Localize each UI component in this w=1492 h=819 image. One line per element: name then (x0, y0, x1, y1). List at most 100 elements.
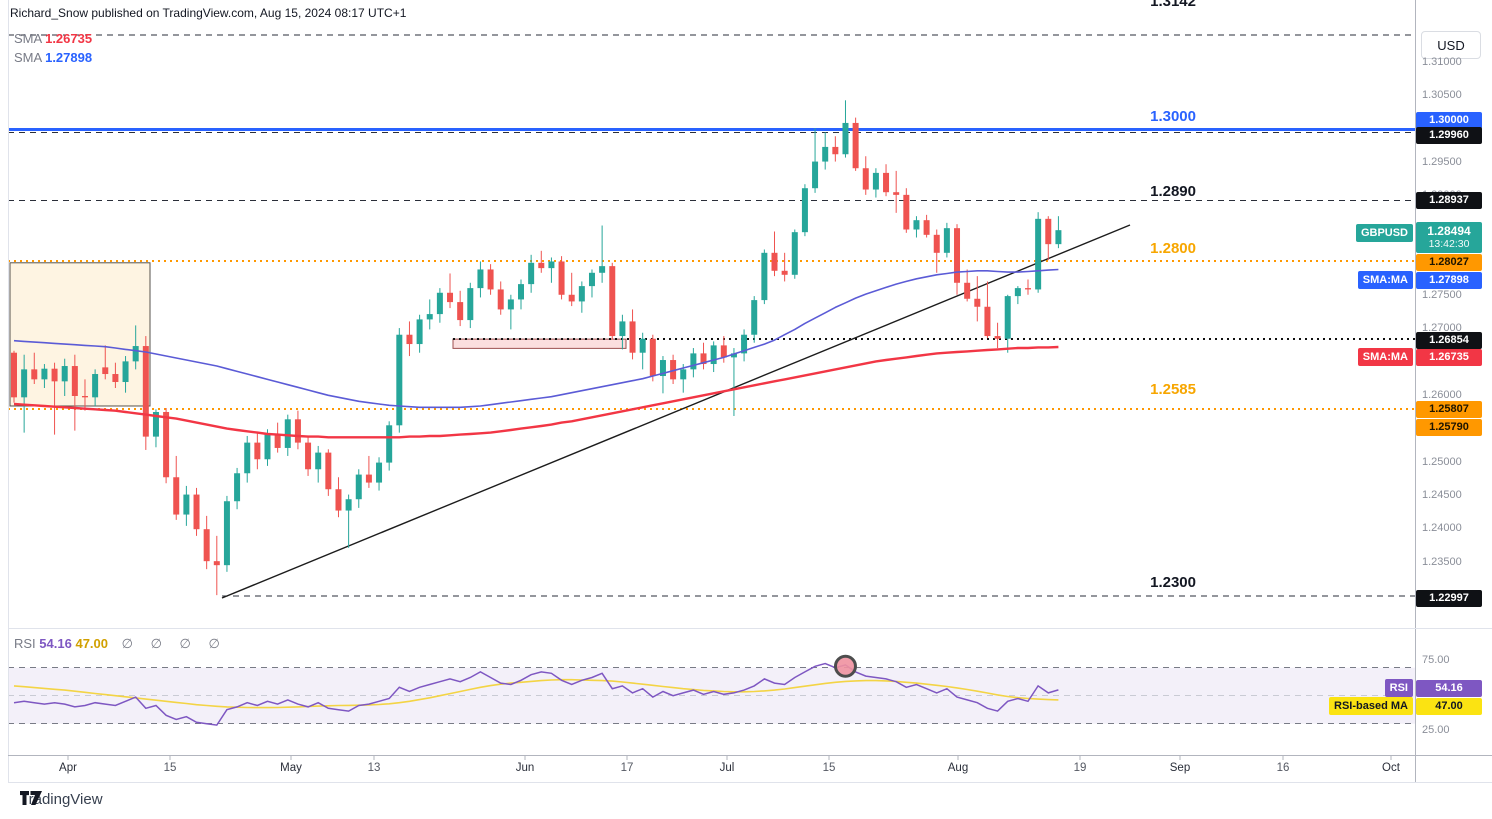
candle-body (720, 345, 727, 358)
rsi-ma-line (13, 678, 1059, 709)
price-level-label-1.2800: 1.2800 (1150, 240, 1196, 257)
sma-red-value: 1.26735 (45, 31, 93, 46)
currency-toggle-button[interactable]: USD (1421, 31, 1481, 59)
candle-body (680, 369, 687, 380)
price-axis-badge: 1.26854 (1416, 331, 1482, 349)
price-axis-badge: 1.22997 (1416, 589, 1482, 607)
price-axis-badge: 1.27898 (1416, 271, 1482, 289)
candle-body (528, 262, 535, 285)
candle-body (193, 494, 200, 530)
candle-body (862, 168, 869, 190)
sma-legend-row-1[interactable]: SMA 1.26735 (14, 31, 92, 46)
candle-body (538, 262, 545, 269)
candle-body (609, 266, 616, 337)
candle-body (710, 345, 717, 365)
price-level-label-1.3142: 1.3142 (1150, 0, 1196, 10)
candle-body (112, 374, 119, 383)
price-axis-label: 1.31000 (1422, 56, 1462, 68)
candle-body (1045, 218, 1052, 245)
candle-body (31, 369, 38, 380)
series-label-badge-sma-ma: SMA:MA (1357, 271, 1413, 289)
candle-body (578, 286, 585, 302)
last-price: 1.28494 (1427, 224, 1471, 238)
footer-border (8, 782, 1492, 783)
candle-body (913, 220, 920, 230)
candle-body (903, 194, 910, 230)
candle-body (822, 146, 829, 162)
price-axis[interactable]: USD 1.310001.305001.300001.295001.290001… (1416, 0, 1492, 782)
candle-body (487, 269, 494, 290)
candle-body (152, 411, 159, 437)
price-level-label-1.3000: 1.3000 (1150, 108, 1196, 125)
candle-body (497, 289, 504, 310)
time-axis-border (8, 755, 1492, 756)
candle-body (933, 234, 940, 253)
candle-body (568, 294, 575, 302)
candle-body (284, 419, 291, 448)
candle-body (507, 299, 514, 310)
candle-body (264, 434, 271, 460)
price-level-label-1.2890: 1.2890 (1150, 183, 1196, 200)
candle-body (518, 284, 524, 300)
candle-body (234, 473, 241, 502)
candle-body (639, 338, 646, 353)
price-axis-badge: 1.29960 (1416, 126, 1482, 144)
candle-body (1035, 218, 1042, 290)
candle-body (41, 368, 48, 380)
time-axis-label-15: 15 (822, 762, 836, 774)
candle-body (61, 366, 68, 382)
rsi-label: RSI (14, 636, 36, 651)
candle-body (406, 334, 413, 345)
price-axis-label: 1.24000 (1422, 522, 1462, 535)
candle-body (852, 122, 859, 169)
candle-body (599, 266, 606, 273)
sma-label: SMA (14, 31, 42, 46)
time-axis-label-13: 13 (367, 762, 381, 774)
rsi-highlight-circle (833, 654, 857, 678)
trendline (221, 224, 1131, 599)
rsi-line (13, 662, 1059, 726)
price-axis-label: 1.23500 (1422, 555, 1462, 568)
sma-legend-row-2[interactable]: SMA 1.27898 (14, 50, 92, 65)
price-axis-label: 1.25000 (1422, 455, 1462, 468)
tradingview-logo[interactable]: TradingView (20, 791, 103, 808)
candle-body (244, 442, 251, 474)
candle-body (142, 346, 149, 437)
candle-body (355, 474, 362, 500)
price-axis-badge: 1.28027 (1416, 253, 1482, 271)
tradingview-logo-text: TradingView (20, 791, 103, 808)
candle-body (619, 321, 626, 337)
candle-body (223, 501, 230, 566)
rsi-legend[interactable]: RSI 54.16 47.00 ∅ ∅ ∅ ∅ (14, 636, 227, 652)
price-level-label-1.2300: 1.2300 (1150, 574, 1196, 591)
candle-body (213, 561, 220, 566)
candle-body (751, 300, 758, 335)
sma-blue-value: 1.27898 (45, 50, 93, 65)
candle-body (416, 319, 423, 345)
bar-countdown: 13:42:30 (1428, 238, 1470, 251)
sma-label: SMA (14, 50, 42, 65)
candle-body (254, 442, 261, 460)
candle-body (588, 272, 595, 287)
candle-body (649, 338, 656, 377)
pane-separator[interactable] (8, 628, 1492, 629)
price-axis-badge: 1.28937 (1416, 191, 1482, 209)
candle-body (872, 172, 879, 190)
candle-body (741, 334, 748, 354)
candle-body (457, 302, 464, 321)
candle-body (274, 434, 281, 448)
candle-body (426, 314, 433, 320)
candle-body (761, 252, 768, 301)
time-axis-label-Jul: Jul (719, 762, 735, 774)
candle-body (964, 282, 971, 299)
candle-body (467, 288, 474, 321)
candle-body (923, 220, 930, 235)
candle-body (1055, 230, 1062, 245)
price-level-label-1.2585: 1.2585 (1150, 381, 1196, 398)
rsi-value: 54.16 (39, 636, 72, 651)
tradingview-logo-icon (20, 791, 42, 805)
candle-body (984, 306, 991, 337)
candle-body (801, 188, 808, 233)
candle-body (994, 336, 1001, 339)
